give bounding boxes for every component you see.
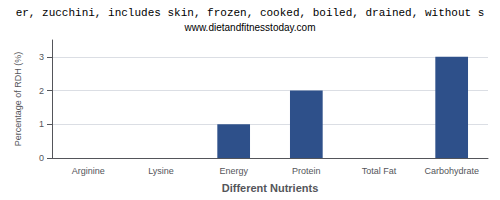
svg-text:2: 2 — [39, 86, 44, 96]
svg-text:1: 1 — [39, 119, 44, 129]
svg-text:0: 0 — [39, 153, 44, 163]
svg-text:Lysine: Lysine — [148, 166, 174, 176]
svg-text:Percentage of RDH (%): Percentage of RDH (%) — [13, 52, 23, 147]
svg-text:Different Nutrients: Different Nutrients — [222, 182, 319, 194]
svg-text:Energy: Energy — [219, 166, 248, 176]
svg-text:er, zucchini, includes skin, f: er, zucchini, includes skin, frozen, coo… — [16, 7, 485, 19]
svg-text:Carbohydrate: Carbohydrate — [424, 166, 479, 176]
svg-text:Protein: Protein — [292, 166, 321, 176]
svg-text:Arginine: Arginine — [72, 166, 105, 176]
svg-text:Total Fat: Total Fat — [362, 166, 397, 176]
svg-text:www.dietandfitnesstoday.com: www.dietandfitnesstoday.com — [184, 22, 316, 33]
svg-text:3: 3 — [39, 52, 44, 62]
